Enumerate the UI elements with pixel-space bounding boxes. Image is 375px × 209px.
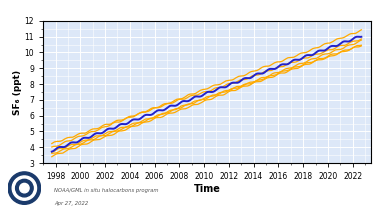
Legend: Mauna Loa, Hawaii, other in situ stations: Mauna Loa, Hawaii, other in situ station… xyxy=(44,0,234,1)
Circle shape xyxy=(16,179,33,197)
X-axis label: Time: Time xyxy=(194,184,220,194)
Text: Apr 27, 2022: Apr 27, 2022 xyxy=(54,201,88,206)
Y-axis label: SF₆ (ppt): SF₆ (ppt) xyxy=(13,69,22,115)
Circle shape xyxy=(12,176,36,200)
Circle shape xyxy=(8,172,40,204)
Circle shape xyxy=(20,183,29,193)
Text: NOAA/GML in situ halocarbons program: NOAA/GML in situ halocarbons program xyxy=(54,188,159,193)
